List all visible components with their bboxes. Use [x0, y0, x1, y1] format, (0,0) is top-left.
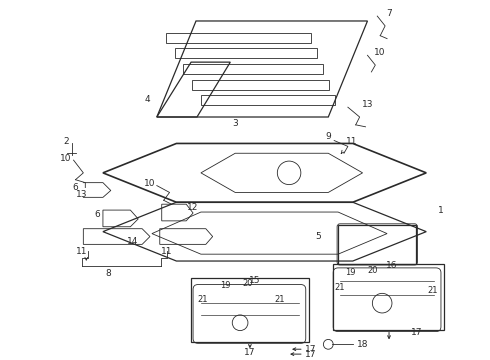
Text: 11: 11: [161, 247, 172, 256]
Text: 6: 6: [94, 211, 100, 220]
Text: 13: 13: [75, 190, 87, 199]
Text: 10: 10: [144, 179, 156, 188]
Text: 11: 11: [346, 137, 358, 146]
Text: 14: 14: [126, 237, 138, 246]
Text: 10: 10: [373, 48, 385, 57]
Text: 8: 8: [105, 269, 111, 278]
Text: 19: 19: [220, 281, 231, 290]
Text: 9: 9: [325, 132, 331, 141]
Text: 16: 16: [386, 261, 398, 270]
Text: 4: 4: [144, 95, 150, 104]
Text: 17: 17: [305, 350, 317, 359]
Text: 3: 3: [232, 120, 238, 129]
Text: 6: 6: [73, 183, 78, 192]
Text: 5: 5: [316, 232, 321, 241]
Text: 10: 10: [60, 154, 72, 163]
Text: 2: 2: [63, 137, 69, 146]
Text: 21: 21: [197, 295, 208, 304]
Text: 21: 21: [274, 295, 285, 304]
Text: 12: 12: [187, 203, 199, 212]
Text: 19: 19: [345, 268, 356, 277]
Text: 17: 17: [305, 345, 317, 354]
Text: 21: 21: [428, 286, 439, 295]
Text: 7: 7: [386, 9, 392, 18]
Text: 20: 20: [367, 266, 378, 275]
Text: 17: 17: [244, 348, 256, 357]
Text: 18: 18: [357, 340, 368, 349]
Text: 20: 20: [243, 279, 253, 288]
Text: 11: 11: [75, 247, 87, 256]
Text: 17: 17: [411, 328, 422, 337]
Text: 13: 13: [362, 100, 373, 109]
Text: 21: 21: [335, 283, 345, 292]
Text: 15: 15: [249, 276, 261, 285]
Text: 1: 1: [438, 206, 444, 215]
